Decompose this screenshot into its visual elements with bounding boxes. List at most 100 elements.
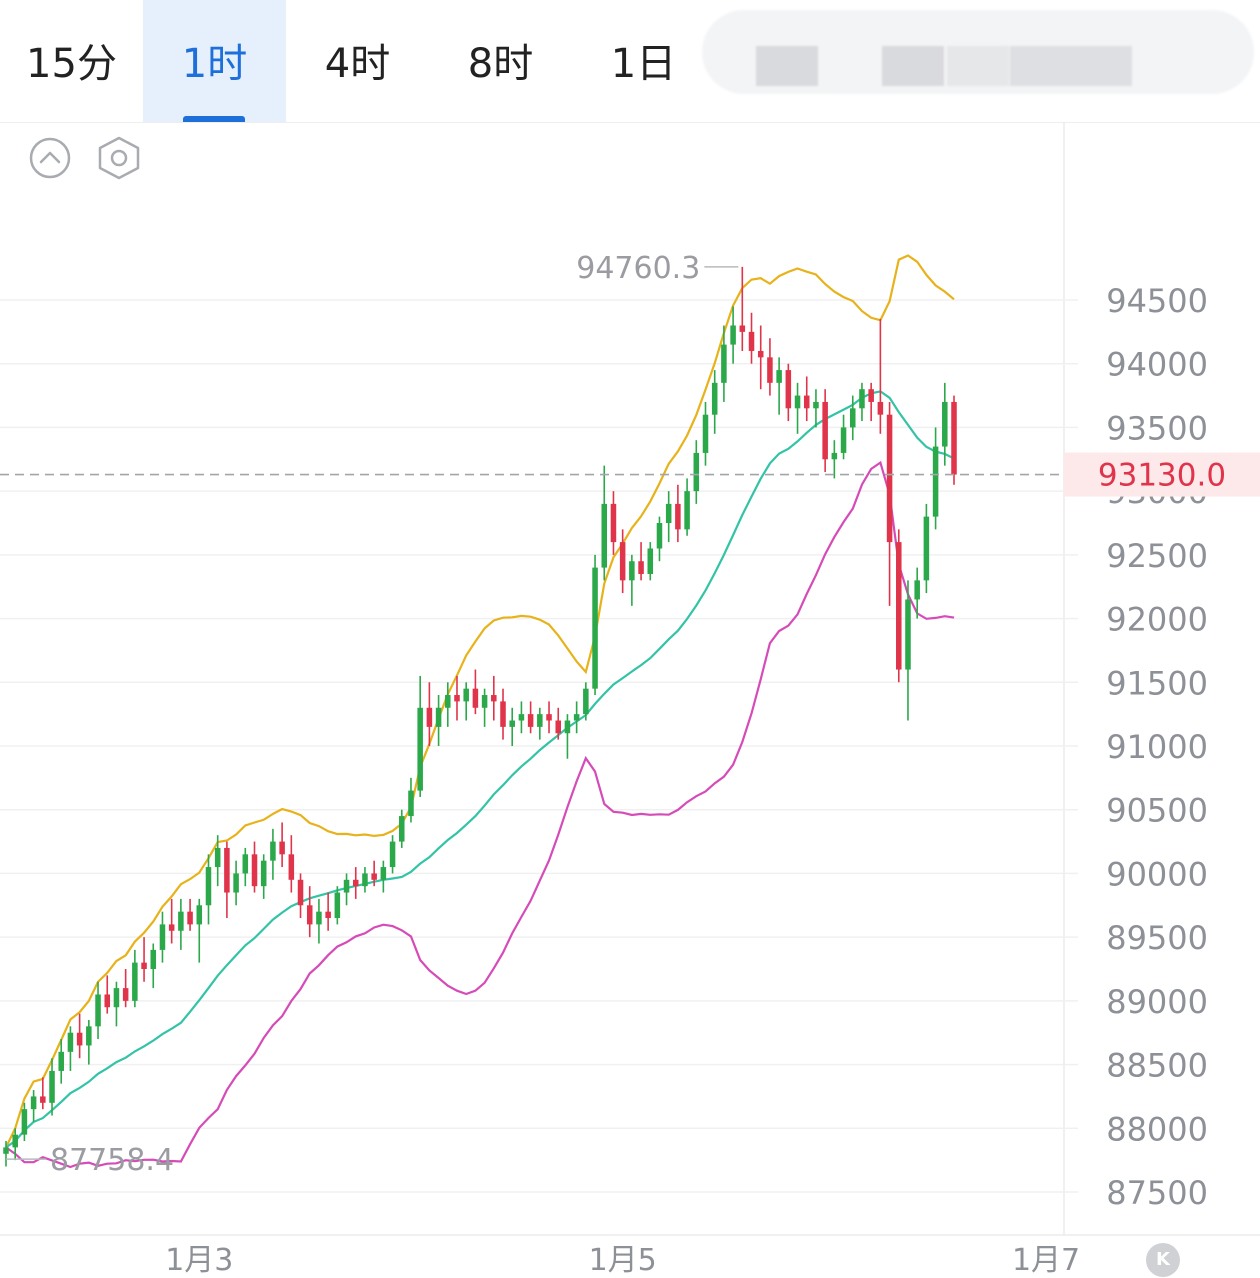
- candle: [822, 389, 828, 473]
- candle: [831, 440, 838, 479]
- max-price-label: 94760.3: [576, 251, 700, 286]
- current-price-label: 93130.0: [1098, 458, 1226, 494]
- candle-body: [389, 841, 396, 868]
- candle: [288, 835, 295, 893]
- active-tab-indicator: [183, 116, 245, 122]
- k-logo-icon[interactable]: K: [1146, 1243, 1180, 1277]
- candle: [95, 981, 101, 1040]
- tab-label: 1时: [181, 41, 248, 87]
- candle-body: [178, 911, 184, 931]
- candle: [601, 465, 608, 581]
- candle-body: [822, 401, 828, 460]
- y-tick-label: 94000: [1106, 346, 1208, 384]
- candlestick-chart[interactable]: 9450094000935009300092500920009150091000…: [0, 122, 1260, 1278]
- bollinger-lower-line: [5, 460, 955, 1169]
- candle: [665, 491, 672, 543]
- candle: [30, 1090, 37, 1122]
- candle-body: [776, 370, 782, 383]
- candle-body: [785, 370, 792, 409]
- candle: [58, 1039, 64, 1084]
- candle-body: [932, 446, 939, 517]
- candle-body: [426, 707, 433, 727]
- candle: [297, 873, 304, 919]
- candle-body: [702, 414, 709, 453]
- candle-body: [831, 452, 838, 460]
- tab-8hour[interactable]: 8时: [429, 0, 572, 122]
- y-tick-label: 88500: [1106, 1047, 1208, 1085]
- candle: [564, 714, 571, 759]
- y-tick-label: 89500: [1106, 919, 1208, 957]
- tab-4hour[interactable]: 4时: [286, 0, 429, 122]
- candle: [380, 860, 387, 893]
- blurred-block: [947, 46, 1009, 86]
- y-tick-label: 94500: [1106, 282, 1208, 320]
- candle-body: [343, 879, 350, 893]
- bollinger-middle-line: [5, 390, 955, 1149]
- tab-1hour[interactable]: 1时: [143, 0, 286, 122]
- candle: [233, 860, 239, 906]
- candle-body: [813, 401, 819, 409]
- candle: [132, 949, 138, 1008]
- candle: [500, 688, 506, 740]
- candle-body: [794, 395, 801, 409]
- candle-body: [334, 892, 341, 919]
- hexagon-settings-icon[interactable]: [96, 136, 142, 180]
- candle-body: [537, 714, 543, 727]
- candle-body: [583, 688, 589, 715]
- candle: [463, 682, 469, 721]
- candle-body: [104, 994, 111, 1008]
- candle: [776, 357, 782, 415]
- candle-body: [914, 580, 920, 600]
- chevron-up-circle-icon[interactable]: [28, 136, 72, 180]
- candle: [813, 389, 819, 428]
- candle: [205, 854, 212, 925]
- candle-body: [739, 325, 746, 332]
- candle: [610, 491, 617, 555]
- y-tick-label: 91000: [1106, 728, 1208, 766]
- candle-body: [859, 389, 865, 409]
- candle: [214, 835, 221, 887]
- min-price-label: 87758.4: [50, 1143, 174, 1178]
- x-tick-label: 1月5: [589, 1243, 657, 1278]
- candle-body: [675, 503, 681, 530]
- candle-body: [463, 688, 469, 702]
- candle: [408, 777, 414, 823]
- candle: [656, 516, 663, 562]
- candle: [546, 701, 552, 734]
- candle-body: [445, 695, 451, 708]
- candle: [555, 707, 561, 740]
- candle-body: [316, 911, 322, 925]
- candle-body: [435, 707, 442, 727]
- candle-body: [730, 325, 736, 345]
- tab-15min[interactable]: 15分: [0, 0, 143, 122]
- candle: [104, 975, 111, 1014]
- candle-body: [711, 382, 718, 415]
- candle: [445, 682, 451, 727]
- candle: [21, 1102, 28, 1142]
- candle-body: [629, 561, 635, 581]
- candle: [803, 376, 810, 422]
- candle: [932, 427, 939, 530]
- interval-tab-bar: 15分 1时 4时 8时 1日: [0, 0, 1260, 123]
- tab-1day[interactable]: 1日: [572, 0, 715, 122]
- candle: [684, 478, 690, 536]
- candle-body: [564, 720, 571, 734]
- candle-body: [665, 503, 672, 523]
- candle-body: [896, 542, 902, 670]
- candle-body: [399, 816, 405, 842]
- candle-body: [270, 841, 276, 861]
- candle-body: [748, 331, 755, 351]
- tab-label: 15分: [26, 41, 117, 87]
- y-tick-label: 90000: [1106, 855, 1208, 893]
- candle-body: [233, 873, 239, 893]
- candle-body: [196, 905, 203, 925]
- candle: [86, 1019, 92, 1065]
- candle: [849, 395, 856, 441]
- candle-body: [159, 924, 166, 950]
- x-tick-label: 1月7: [1012, 1243, 1080, 1278]
- candle-body: [168, 924, 175, 931]
- candle-body: [454, 695, 460, 702]
- candle: [399, 809, 405, 848]
- candle-body: [362, 873, 368, 887]
- candle: [417, 675, 423, 797]
